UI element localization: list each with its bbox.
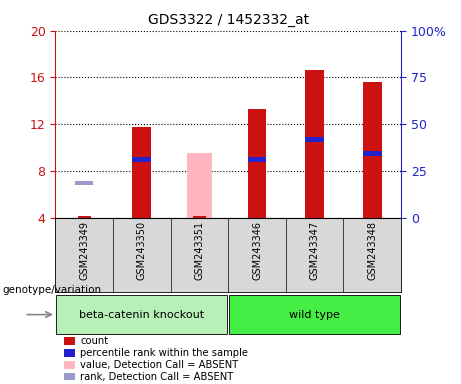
Text: GSM243349: GSM243349 <box>79 221 89 280</box>
Text: beta-catenin knockout: beta-catenin knockout <box>79 310 204 319</box>
Text: GSM243346: GSM243346 <box>252 221 262 280</box>
Bar <box>248 157 266 162</box>
Bar <box>363 151 382 156</box>
Bar <box>132 157 151 162</box>
Bar <box>77 216 91 218</box>
Bar <box>363 82 382 218</box>
Title: GDS3322 / 1452332_at: GDS3322 / 1452332_at <box>148 13 309 27</box>
Bar <box>305 70 324 218</box>
FancyBboxPatch shape <box>56 295 227 334</box>
Bar <box>248 109 266 218</box>
Bar <box>132 127 151 218</box>
Bar <box>76 180 93 185</box>
Bar <box>187 154 212 218</box>
Bar <box>64 349 76 357</box>
Text: GSM243351: GSM243351 <box>195 221 204 280</box>
Bar <box>193 216 206 218</box>
Text: GSM243348: GSM243348 <box>367 221 377 280</box>
Text: GSM243350: GSM243350 <box>137 221 147 280</box>
Bar <box>64 361 76 369</box>
Text: GSM243347: GSM243347 <box>310 221 319 280</box>
Text: rank, Detection Call = ABSENT: rank, Detection Call = ABSENT <box>80 372 233 382</box>
Text: value, Detection Call = ABSENT: value, Detection Call = ABSENT <box>80 360 238 370</box>
Bar <box>64 338 76 345</box>
FancyBboxPatch shape <box>229 295 400 334</box>
Bar <box>305 137 324 142</box>
Text: count: count <box>80 336 108 346</box>
Text: genotype/variation: genotype/variation <box>2 285 101 295</box>
Text: wild type: wild type <box>289 310 340 319</box>
Text: percentile rank within the sample: percentile rank within the sample <box>80 348 248 358</box>
Bar <box>64 373 76 381</box>
